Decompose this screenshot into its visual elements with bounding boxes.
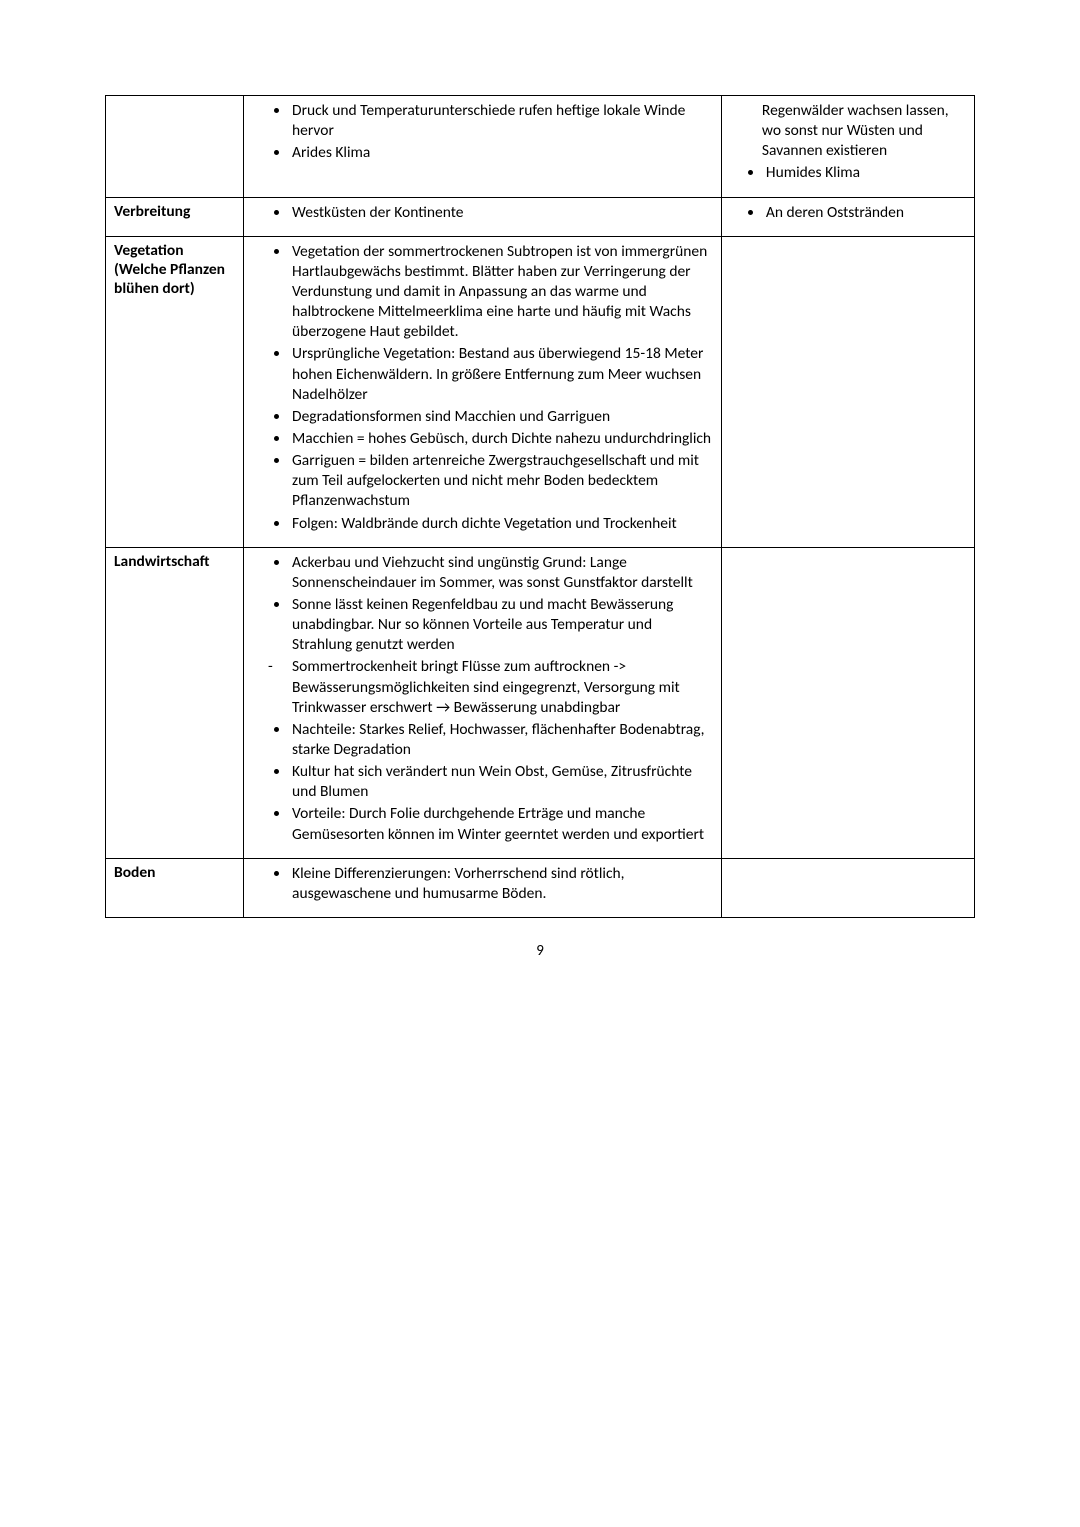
table-row: Vegetation (Welche Pflanzen blühen dort)… bbox=[106, 236, 975, 547]
table-row: Druck und Temperaturunterschiede rufen h… bbox=[106, 96, 975, 198]
list-item: Folgen: Waldbrände durch dichte Vegetati… bbox=[290, 513, 713, 535]
list-item: Ursprüngliche Vegetation: Bestand aus üb… bbox=[290, 343, 713, 405]
list-item: Vorteile: Durch Folie durchgehende Erträ… bbox=[290, 803, 713, 845]
list-item: Ackerbau und Viehzucht sind ungünstig Gr… bbox=[290, 552, 713, 594]
bullet-list: Vegetation der sommertrockenen Subtropen… bbox=[252, 241, 713, 535]
table-row: Boden Kleine Differenzierungen: Vorherrs… bbox=[106, 858, 975, 917]
list-item: Kleine Differenzierungen: Vorherrschend … bbox=[290, 863, 713, 905]
row-right bbox=[721, 547, 974, 858]
row-label: Vegetation (Welche Pflanzen blühen dort) bbox=[106, 236, 244, 547]
row-mid: Druck und Temperaturunterschiede rufen h… bbox=[244, 96, 722, 198]
list-item: Westküsten der Kontinente bbox=[290, 202, 713, 224]
bullet-list: Ackerbau und Viehzucht sind ungünstig Gr… bbox=[252, 552, 713, 846]
list-item: Vegetation der sommertrockenen Subtropen… bbox=[290, 241, 713, 344]
list-item: Druck und Temperaturunterschiede rufen h… bbox=[290, 100, 713, 142]
list-item: Sonne lässt keinen Regenfeldbau zu und m… bbox=[290, 594, 713, 656]
list-item: An deren Oststränden bbox=[764, 202, 966, 224]
bullet-list: Regenwälder wachsen lassen, wo sonst nur… bbox=[730, 100, 966, 185]
list-item: Kultur hat sich verändert nun Wein Obst,… bbox=[290, 761, 713, 803]
list-item: Garriguen = bilden artenreiche Zwergstra… bbox=[290, 450, 713, 512]
table-row: Landwirtschaft Ackerbau und Viehzucht si… bbox=[106, 547, 975, 858]
row-right: An deren Oststränden bbox=[721, 197, 974, 236]
row-mid: Ackerbau und Viehzucht sind ungünstig Gr… bbox=[244, 547, 722, 858]
page-container: Druck und Temperaturunterschiede rufen h… bbox=[0, 0, 1080, 1000]
row-label: Verbreitung bbox=[106, 197, 244, 236]
list-item: Regenwälder wachsen lassen, wo sonst nur… bbox=[760, 100, 966, 162]
list-item: Sommertrockenheit bringt Flüsse zum auft… bbox=[290, 656, 713, 718]
list-item: Humides Klima bbox=[764, 162, 966, 184]
table-row: Verbreitung Westküsten der Kontinente An… bbox=[106, 197, 975, 236]
bullet-list: Druck und Temperaturunterschiede rufen h… bbox=[252, 100, 713, 164]
page-number: 9 bbox=[105, 942, 975, 960]
list-item: Nachteile: Starkes Relief, Hochwasser, f… bbox=[290, 719, 713, 761]
row-right: Regenwälder wachsen lassen, wo sonst nur… bbox=[721, 96, 974, 198]
bullet-list: Kleine Differenzierungen: Vorherrschend … bbox=[252, 863, 713, 905]
row-mid: Vegetation der sommertrockenen Subtropen… bbox=[244, 236, 722, 547]
row-label bbox=[106, 96, 244, 198]
content-table: Druck und Temperaturunterschiede rufen h… bbox=[105, 95, 975, 918]
row-mid: Westküsten der Kontinente bbox=[244, 197, 722, 236]
row-label: Landwirtschaft bbox=[106, 547, 244, 858]
bullet-list: An deren Oststränden bbox=[730, 202, 966, 224]
list-item: Arides Klima bbox=[290, 142, 713, 164]
bullet-list: Westküsten der Kontinente bbox=[252, 202, 713, 224]
list-item: Degradationsformen sind Macchien und Gar… bbox=[290, 406, 713, 428]
list-item: Macchien = hohes Gebüsch, durch Dichte n… bbox=[290, 428, 713, 450]
row-mid: Kleine Differenzierungen: Vorherrschend … bbox=[244, 858, 722, 917]
row-right bbox=[721, 236, 974, 547]
row-label: Boden bbox=[106, 858, 244, 917]
row-right bbox=[721, 858, 974, 917]
